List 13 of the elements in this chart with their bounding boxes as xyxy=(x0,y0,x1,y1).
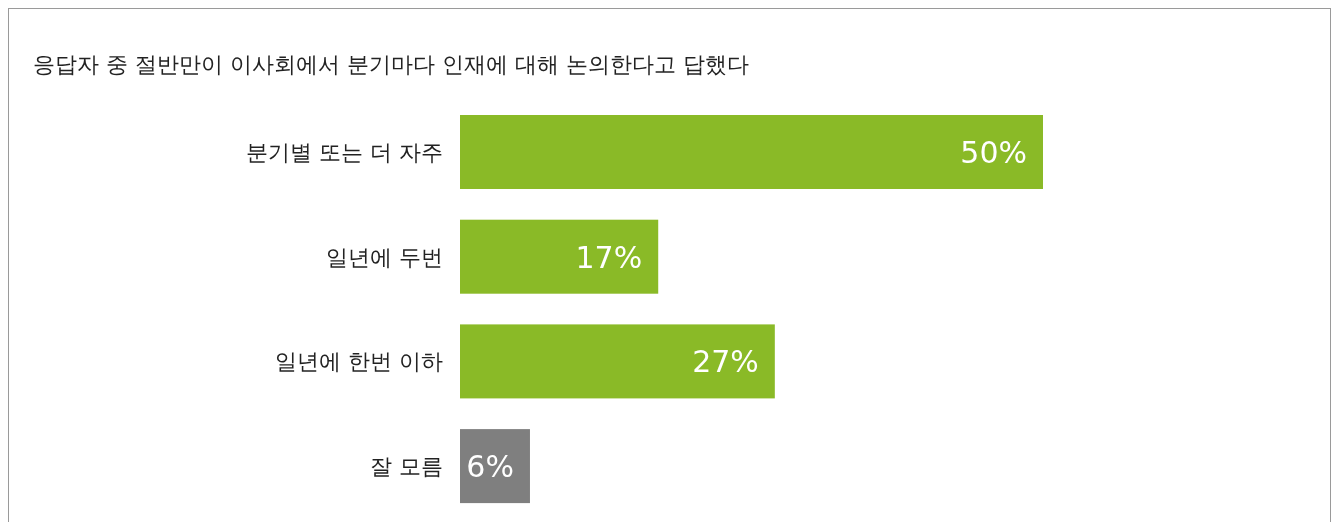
data-label: 17% xyxy=(575,239,643,275)
data-label: 6% xyxy=(466,449,514,485)
y-tick-label: 일년에 한번 이하 xyxy=(275,349,443,375)
bar xyxy=(460,219,659,294)
bar xyxy=(460,429,530,504)
y-tick-label: 잘 모름 xyxy=(370,454,443,480)
y-tick-label: 일년에 두번 xyxy=(326,244,443,270)
data-label: 50% xyxy=(960,135,1027,170)
bar xyxy=(460,324,775,399)
y-tick-label: 분기별 또는 더 자주 xyxy=(246,140,443,165)
data-label: 27% xyxy=(692,344,759,380)
bar xyxy=(460,115,1043,189)
chart-title: 응답자 중 절반만이 이사회에서 분기마다 인재에 대해 논의한다고 답했다 xyxy=(33,52,749,77)
